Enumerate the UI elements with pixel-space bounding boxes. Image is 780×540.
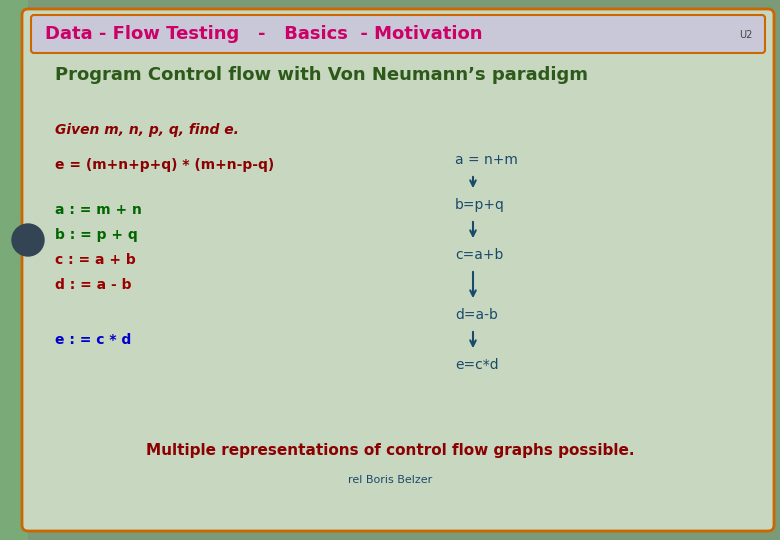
Text: d : = a - b: d : = a - b xyxy=(55,278,132,292)
Text: e : = c * d: e : = c * d xyxy=(55,333,131,347)
Text: Given m, n, p, q, find e.: Given m, n, p, q, find e. xyxy=(55,123,239,137)
Circle shape xyxy=(12,224,44,256)
Text: Data - Flow Testing   -   Basics  - Motivation: Data - Flow Testing - Basics - Motivatio… xyxy=(45,25,483,43)
Text: a : = m + n: a : = m + n xyxy=(55,203,142,217)
Text: rel Boris Belzer: rel Boris Belzer xyxy=(348,475,432,485)
Text: U2: U2 xyxy=(739,30,752,40)
Bar xyxy=(0,0,28,540)
Text: Multiple representations of control flow graphs possible.: Multiple representations of control flow… xyxy=(146,442,634,457)
Text: c : = a + b: c : = a + b xyxy=(55,253,136,267)
Text: Program Control flow with Von Neumann’s paradigm: Program Control flow with Von Neumann’s … xyxy=(55,66,588,84)
FancyBboxPatch shape xyxy=(22,9,774,531)
Text: d=a-b: d=a-b xyxy=(455,308,498,322)
Text: c=a+b: c=a+b xyxy=(455,248,503,262)
FancyBboxPatch shape xyxy=(31,15,765,53)
Text: e=c*d: e=c*d xyxy=(455,358,498,372)
Text: a = n+m: a = n+m xyxy=(455,153,518,167)
Text: b=p+q: b=p+q xyxy=(455,198,505,212)
Text: e = (m+n+p+q) * (m+n-p-q): e = (m+n+p+q) * (m+n-p-q) xyxy=(55,158,275,172)
Text: b : = p + q: b : = p + q xyxy=(55,228,138,242)
